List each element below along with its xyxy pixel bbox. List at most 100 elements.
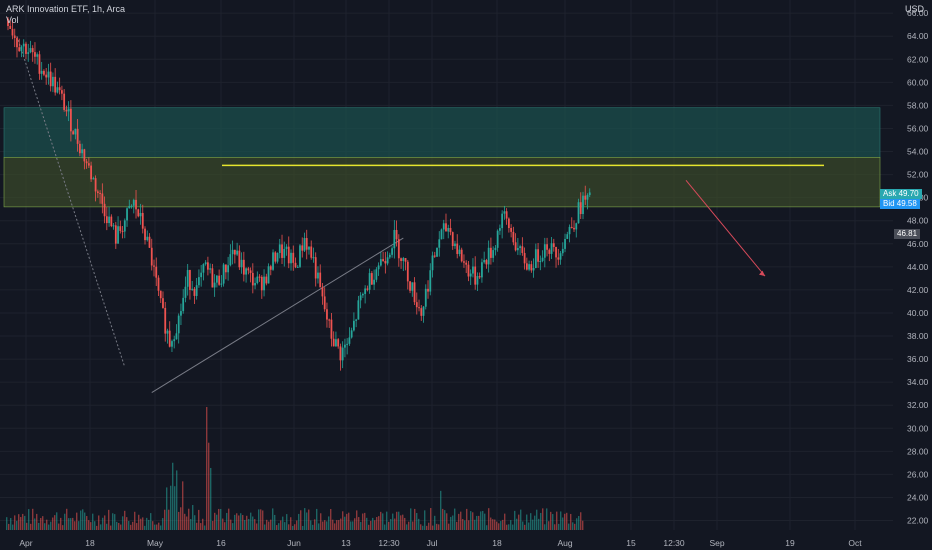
volume-bar (500, 521, 502, 530)
volume-bar (324, 520, 326, 530)
volume-bar (290, 517, 292, 530)
candle-body (375, 269, 378, 280)
volume-bar (440, 490, 442, 530)
y-tick-label: 46.00 (907, 239, 929, 249)
volume-bar (580, 512, 582, 530)
candle-body (213, 282, 216, 288)
volume-bar (192, 505, 194, 530)
candle-body (546, 244, 548, 250)
volume-bar (422, 525, 424, 530)
volume-bar (230, 519, 232, 530)
candle-body (69, 108, 72, 132)
volume-bar (552, 514, 554, 530)
volume-bar (438, 524, 440, 530)
volume-bar (318, 523, 320, 530)
candle-body (523, 252, 526, 264)
volume-bar (200, 523, 202, 530)
volume-bar (460, 511, 462, 530)
volume-bar (456, 521, 458, 530)
y-tick-label: 56.00 (907, 123, 929, 133)
volume-bar (72, 517, 74, 530)
volume-bar (306, 512, 308, 530)
volume-bar (126, 517, 128, 530)
candle-body (319, 272, 322, 288)
volume-bar (300, 510, 302, 530)
candle-body (361, 293, 364, 296)
volume-label[interactable]: Vol (6, 15, 19, 25)
candle-body (240, 259, 243, 268)
candle-body (85, 161, 88, 164)
volume-bar (224, 522, 226, 530)
volume-bar (538, 518, 540, 530)
volume-bar (128, 520, 130, 530)
candle-body (99, 192, 101, 194)
y-tick-label: 42.00 (907, 285, 929, 295)
volume-bar (450, 516, 452, 530)
candle-body (530, 264, 533, 271)
candle-body (173, 339, 176, 342)
candle-body (204, 262, 207, 265)
candle-body (454, 243, 456, 247)
candle-body (168, 330, 171, 347)
volume-bar (100, 524, 102, 530)
candle-body (420, 308, 423, 316)
volume-bar (530, 513, 532, 530)
volume-bar (516, 518, 518, 530)
volume-bar (544, 524, 546, 530)
volume-bar (288, 524, 290, 530)
volume-bar (412, 521, 414, 530)
volume-bar (358, 517, 360, 530)
volume-bar (46, 519, 48, 530)
candle-body (130, 205, 133, 207)
candle-body (429, 270, 432, 292)
volume-bar (148, 519, 150, 530)
candle-body (584, 195, 587, 200)
symbol-title[interactable]: ARK Innovation ETF, 1h, Arca (6, 4, 126, 14)
volume-bar (316, 508, 318, 530)
candle-body (582, 195, 584, 215)
volume-bar (494, 519, 496, 530)
y-tick-label: 60.00 (907, 77, 929, 87)
candle-body (487, 247, 490, 265)
volume-bar (252, 516, 254, 530)
volume-bar (54, 515, 56, 530)
candle-body (114, 225, 117, 244)
candle-body (301, 245, 304, 251)
y-tick-label: 34.00 (907, 377, 929, 387)
candle-body (83, 149, 86, 162)
volume-bar (268, 521, 270, 530)
candle-body (31, 48, 34, 53)
volume-bar (286, 514, 288, 530)
volume-bar (162, 518, 164, 530)
y-tick-label: 30.00 (907, 423, 929, 433)
candle-body (566, 234, 569, 239)
volume-bar (420, 524, 422, 530)
volume-bar (304, 508, 306, 530)
volume-bar (158, 522, 160, 530)
volume-bar (104, 515, 106, 530)
candle-body (391, 248, 393, 255)
volume-bar (444, 510, 446, 530)
candle-body (552, 243, 555, 247)
volume-bar (558, 523, 560, 530)
candle-body (27, 52, 30, 54)
candle-body (366, 288, 369, 290)
y-tick-label: 36.00 (907, 354, 929, 364)
candle-body (406, 261, 409, 282)
volume-bar (202, 518, 204, 530)
volume-bar (382, 513, 384, 530)
candle-body (269, 266, 272, 270)
x-tick-label: 16 (216, 538, 226, 548)
candle-body (395, 229, 398, 240)
volume-bar (244, 519, 246, 530)
volume-bar (298, 513, 300, 530)
currency-label[interactable]: USD (904, 4, 924, 14)
volume-bar (152, 521, 154, 530)
y-tick-label: 40.00 (907, 308, 929, 318)
candle-body (231, 249, 234, 255)
volume-bar (328, 516, 330, 530)
candle-body (242, 259, 245, 275)
candle-body (384, 261, 387, 264)
